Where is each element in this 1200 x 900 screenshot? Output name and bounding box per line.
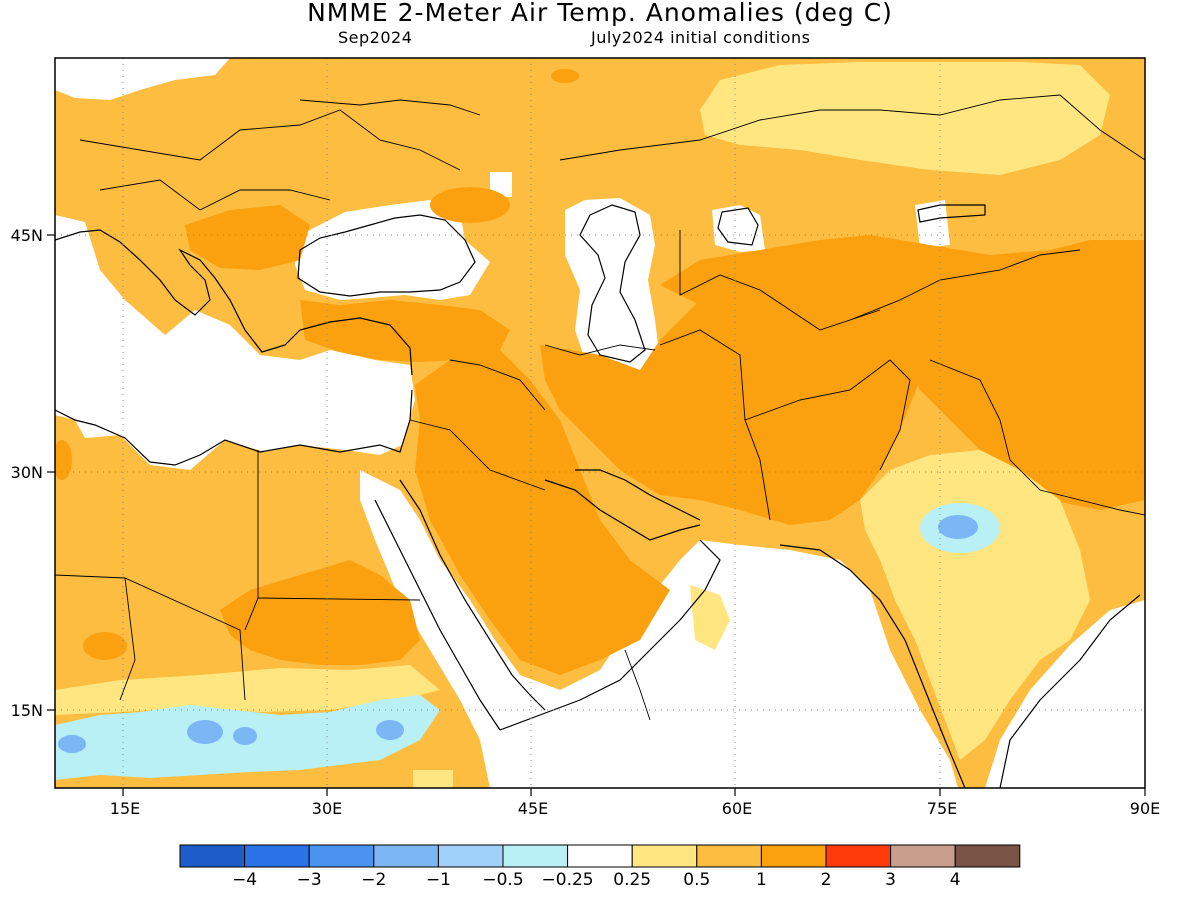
lon-tick-label: 30E	[312, 799, 342, 818]
colorbar-swatch	[631, 844, 698, 868]
persian-gulf-coast	[544, 469, 701, 541]
colorbar-label: 0.5	[683, 870, 710, 890]
aral-sea-coast	[717, 207, 759, 246]
aral-neutral	[712, 205, 765, 252]
initial-conditions: July2024 initial conditions	[591, 28, 811, 47]
mediterranean-north-coast	[55, 229, 413, 376]
anomaly-field	[55, 58, 1145, 788]
map-title: NMME 2-Meter Air Temp. Anomalies (deg C)	[307, 0, 893, 27]
india-mild	[860, 450, 1090, 760]
bay-of-bengal-neutral	[985, 600, 1145, 788]
colorbar-swatch	[502, 844, 569, 868]
colorbar-swatch	[954, 844, 1021, 868]
colorbar-label: 3	[885, 870, 896, 890]
mild-patch	[413, 770, 453, 788]
border	[544, 344, 656, 356]
sahara-warm-core	[220, 560, 420, 665]
colorbar-swatch	[567, 844, 633, 868]
colorbar-label: −2	[361, 870, 386, 890]
warm-blob	[55, 440, 72, 480]
border	[624, 649, 651, 721]
north-europe-neutral	[55, 58, 230, 100]
black-sea-neutral	[295, 200, 490, 300]
colorbar-swatch	[696, 844, 762, 868]
central-asia-warm-core	[660, 235, 1145, 510]
border	[55, 574, 246, 701]
colorbar-label: −0.5	[482, 870, 523, 890]
colorbar-swatch	[308, 844, 375, 868]
mediterranean-south-coast	[55, 389, 413, 466]
india-coast	[779, 544, 1141, 788]
colorbar-labels: −4 −3 −2 −1 −0.5 −0.25 0.25 0.5 1 2 3 4	[232, 870, 961, 890]
iran-afghan-warm-core	[540, 280, 920, 525]
colorbar-swatch	[890, 844, 956, 868]
colorbar-label: −4	[232, 870, 257, 890]
border	[257, 597, 421, 601]
sahel-cool-core	[187, 720, 223, 744]
lon-tick-label: 45E	[518, 799, 548, 818]
border	[929, 359, 1145, 516]
balkans-warm-core	[185, 205, 310, 270]
border	[659, 329, 771, 521]
anatolia-warm-core	[300, 300, 510, 362]
caspian-coast	[579, 204, 646, 363]
colorbar-swatch	[760, 844, 827, 868]
oman-mild	[690, 585, 730, 650]
border	[99, 179, 331, 211]
colorbar-swatch	[437, 844, 504, 868]
colorbar-label: −0.25	[542, 870, 594, 890]
lat-tick-label: 45N	[11, 226, 43, 245]
lon-tick-label: 75E	[927, 799, 957, 818]
colorbar-swatch	[179, 844, 246, 868]
colorbar-swatch	[825, 844, 892, 868]
india-cool-core	[938, 515, 978, 539]
siberia-mild	[700, 62, 1110, 175]
border	[679, 230, 881, 331]
forecast-month: Sep2024	[338, 28, 413, 47]
colorbar-label: 2	[821, 870, 832, 890]
red-sea-coast	[374, 479, 546, 731]
colorbar-label: 0.25	[613, 870, 651, 890]
colorbar-swatch	[373, 844, 439, 868]
border	[119, 577, 136, 701]
border	[849, 249, 1081, 321]
lat-tick-label: 15N	[11, 701, 43, 720]
colorbar-label: −1	[426, 870, 451, 890]
sahel-cool-core	[58, 735, 86, 753]
balkhash-neutral	[915, 200, 950, 248]
mediterranean-neutral	[55, 215, 415, 470]
map-frame	[54, 57, 1146, 789]
border	[409, 419, 546, 491]
country-borders	[55, 94, 1145, 721]
colorbar	[179, 844, 1021, 868]
colorbar-label: 1	[756, 870, 767, 890]
red-sea-arabian-sea-neutral	[360, 470, 958, 788]
lon-tick-label: 60E	[722, 799, 752, 818]
arabia-warm-core	[415, 350, 670, 675]
black-sea-coast	[297, 214, 476, 297]
warm-blob	[83, 632, 127, 660]
small-neutral-patch	[490, 172, 512, 197]
border	[79, 109, 461, 171]
sahel-cool-core	[233, 727, 257, 745]
sahel-cool-core	[376, 720, 404, 740]
colorbar-label: −3	[297, 870, 322, 890]
border	[449, 359, 546, 411]
border	[744, 359, 911, 471]
colorbar-label: 4	[950, 870, 961, 890]
warm-blob	[551, 69, 579, 83]
border	[299, 99, 481, 116]
warm-blob	[430, 187, 510, 223]
africa-mild-band	[55, 665, 440, 715]
lat-labels: 45N 30N 15N	[11, 226, 43, 720]
balkhash-coast	[917, 204, 986, 223]
tick-marks	[47, 234, 1146, 796]
lon-tick-label: 90E	[1130, 799, 1160, 818]
lat-tick-label: 30N	[11, 463, 43, 482]
border	[559, 94, 1145, 161]
lon-tick-label: 15E	[110, 799, 140, 818]
lon-labels: 15E 30E 45E 60E 75E 90E	[110, 799, 1160, 818]
colorbar-swatch	[244, 844, 310, 868]
